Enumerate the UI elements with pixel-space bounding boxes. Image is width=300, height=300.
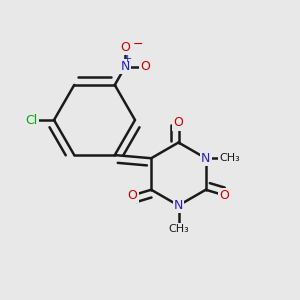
Text: O: O	[120, 41, 130, 54]
Text: O: O	[174, 116, 183, 130]
Text: N: N	[121, 60, 130, 73]
Text: CH₃: CH₃	[219, 153, 240, 163]
Text: CH₃: CH₃	[168, 224, 189, 235]
Text: O: O	[220, 189, 230, 202]
Text: −: −	[133, 38, 143, 51]
Text: +: +	[123, 54, 132, 64]
Text: N: N	[201, 152, 211, 165]
Text: N: N	[174, 199, 183, 212]
Text: Cl: Cl	[26, 113, 38, 127]
Text: O: O	[128, 189, 137, 202]
Text: O: O	[140, 60, 150, 73]
